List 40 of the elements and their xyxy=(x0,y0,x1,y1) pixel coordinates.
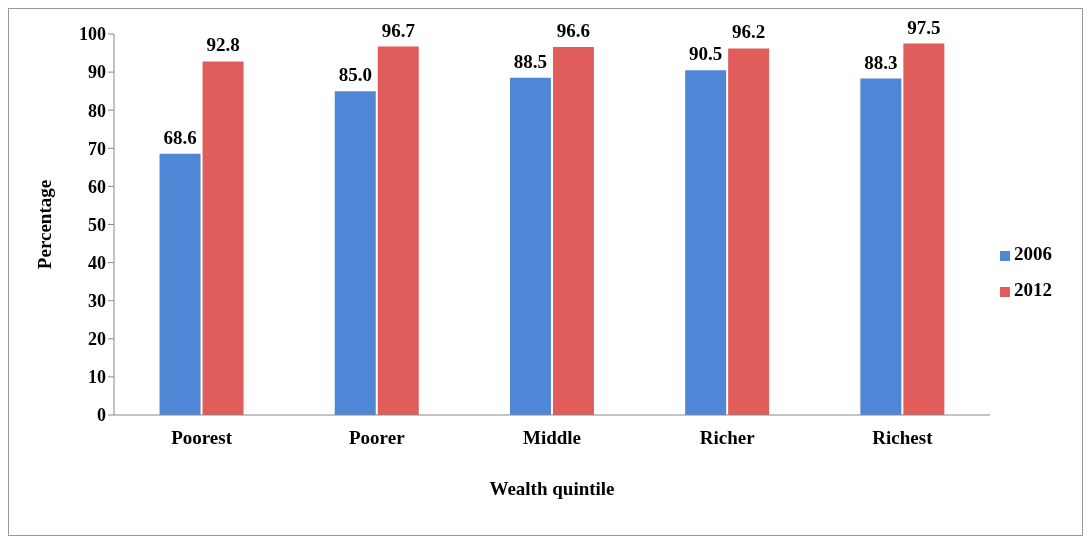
data-label: 90.5 xyxy=(689,43,723,65)
y-tick-label: 0 xyxy=(97,405,106,426)
data-label: 88.3 xyxy=(864,51,898,73)
y-axis-title: Percentage xyxy=(33,179,55,270)
bar xyxy=(552,46,594,415)
data-label: 88.5 xyxy=(513,50,548,72)
data-label: 97.5 xyxy=(907,16,941,38)
data-label: 68.6 xyxy=(163,126,197,148)
bar xyxy=(202,61,244,415)
bar xyxy=(685,70,727,415)
bar xyxy=(903,43,945,415)
y-tick-label: 100 xyxy=(79,24,106,45)
y-tick-label: 50 xyxy=(88,214,106,235)
x-axis-title: Wealth quintile xyxy=(489,478,615,499)
bar xyxy=(377,46,419,415)
legend-label: 2012 xyxy=(1014,279,1052,300)
data-label: 96.6 xyxy=(556,19,591,41)
y-tick-label: 80 xyxy=(88,100,106,121)
y-tick-label: 90 xyxy=(88,62,106,83)
x-tick-label: Richer xyxy=(699,427,756,449)
y-tick-label: 70 xyxy=(88,138,106,159)
bar xyxy=(334,91,376,415)
bar xyxy=(509,77,551,415)
bar xyxy=(159,153,201,415)
y-tick-label: 40 xyxy=(88,252,106,273)
x-tick-label: Middle xyxy=(522,427,582,449)
y-tick-label: 60 xyxy=(88,176,106,197)
bar xyxy=(860,78,902,415)
data-label: 96.2 xyxy=(732,21,766,43)
bar xyxy=(728,48,770,415)
data-label: 92.8 xyxy=(206,34,240,56)
y-tick-label: 20 xyxy=(88,329,106,350)
x-tick-label: Richest xyxy=(872,427,934,449)
y-tick-label: 30 xyxy=(88,291,106,312)
x-tick-label: Poorer xyxy=(349,427,406,449)
legend-label: 2006 xyxy=(1014,243,1052,264)
data-label: 85.0 xyxy=(338,64,372,86)
data-label: 96.7 xyxy=(381,19,416,41)
x-tick-label: Poorest xyxy=(171,427,233,449)
y-tick-label: 10 xyxy=(88,367,106,388)
